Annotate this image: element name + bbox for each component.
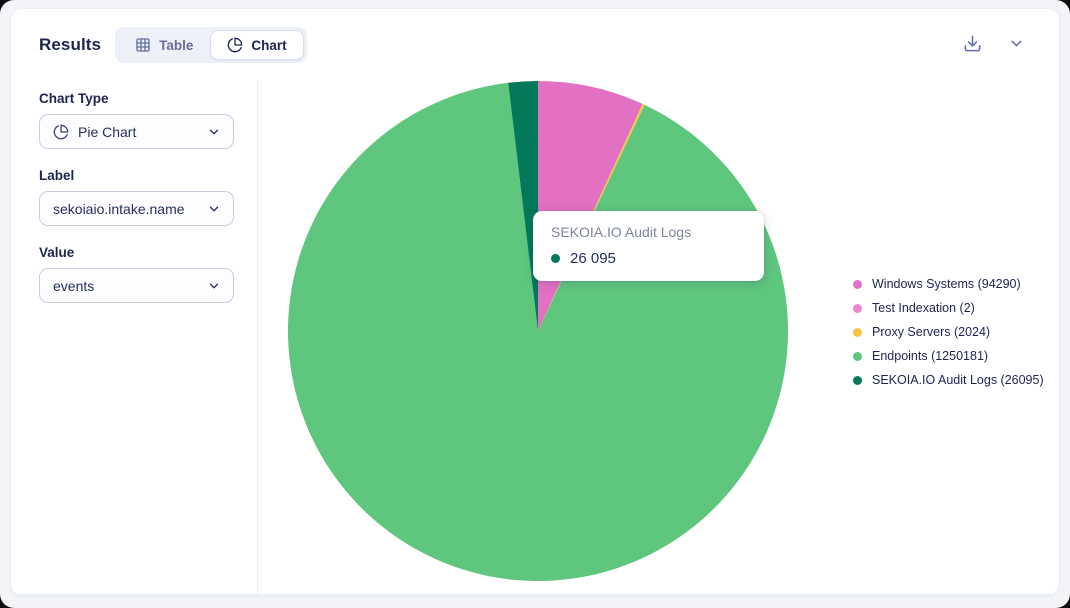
pie-chart <box>288 81 788 581</box>
label-group: Label sekoiaio.intake.name <box>39 168 243 226</box>
download-button[interactable] <box>959 30 986 60</box>
table-icon <box>135 37 151 53</box>
chevron-down-icon <box>207 125 221 139</box>
chevron-down-icon <box>1008 35 1025 55</box>
tab-table[interactable]: Table <box>118 30 210 60</box>
chart-tooltip: SEKOIA.IO Audit Logs 26 095 <box>533 211 764 281</box>
chart-type-value: Pie Chart <box>78 123 137 140</box>
legend-dot <box>853 327 862 337</box>
tooltip-value: 26 095 <box>570 250 616 267</box>
legend-label: Windows Systems (94290) <box>872 277 1021 291</box>
chart-type-label: Chart Type <box>39 91 109 106</box>
legend-label: Endpoints (1250181) <box>872 349 989 363</box>
chart-options-sidebar: Chart Type Pie Chart <box>11 81 258 594</box>
value-select[interactable]: events <box>39 268 234 303</box>
legend-label: SEKOIA.IO Audit Logs (26095) <box>872 373 1044 387</box>
pie-chart-icon <box>53 124 69 140</box>
chart-type-group: Chart Type Pie Chart <box>39 91 243 149</box>
label-select-value: sekoiaio.intake.name <box>53 200 185 217</box>
legend-dot <box>853 279 862 289</box>
chevron-down-icon <box>207 202 221 216</box>
tab-table-label: Table <box>159 37 194 53</box>
legend-item-endpoints[interactable]: Endpoints (1250181) <box>853 349 1044 363</box>
value-field-label: Value <box>39 245 75 260</box>
tooltip-dot <box>551 254 560 263</box>
view-toggle: Table Chart <box>115 27 307 63</box>
pie-slice-endpoints[interactable] <box>288 82 788 581</box>
legend-dot <box>853 375 862 385</box>
legend-dot <box>853 351 862 361</box>
pie-chart-icon <box>227 37 243 53</box>
chart-legend: Windows Systems (94290) Test Indexation (… <box>853 277 1044 387</box>
legend-item-windows-systems[interactable]: Windows Systems (94290) <box>853 277 1044 291</box>
legend-dot <box>853 303 862 313</box>
collapse-button[interactable] <box>1004 31 1029 59</box>
tab-chart-label: Chart <box>251 37 287 53</box>
legend-label: Test Indexation (2) <box>872 301 975 315</box>
legend-item-proxy-servers[interactable]: Proxy Servers (2024) <box>853 325 1044 339</box>
label-select[interactable]: sekoiaio.intake.name <box>39 191 234 226</box>
pie-slice-sekoia-io-audit-logs[interactable] <box>508 81 538 331</box>
tooltip-title: SEKOIA.IO Audit Logs <box>551 224 692 240</box>
legend-item-test-indexation[interactable]: Test Indexation (2) <box>853 301 1044 315</box>
legend-item-sekoia-io-audit-logs[interactable]: SEKOIA.IO Audit Logs (26095) <box>853 373 1044 387</box>
chart-area: SEKOIA.IO Audit Logs 26 095 Windows Syst… <box>258 81 1059 594</box>
chart-type-select[interactable]: Pie Chart <box>39 114 234 149</box>
page-title: Results <box>39 35 102 54</box>
value-group: Value events <box>39 245 243 303</box>
download-icon <box>963 34 982 56</box>
card-header: Results Table <box>11 9 1059 81</box>
results-card: Results Table <box>10 8 1060 596</box>
label-field-label: Label <box>39 168 75 183</box>
chevron-down-icon <box>207 279 221 293</box>
card-body: Chart Type Pie Chart <box>11 81 1059 595</box>
value-select-value: events <box>53 277 95 294</box>
legend-label: Proxy Servers (2024) <box>872 325 991 339</box>
tab-chart[interactable]: Chart <box>210 30 304 60</box>
